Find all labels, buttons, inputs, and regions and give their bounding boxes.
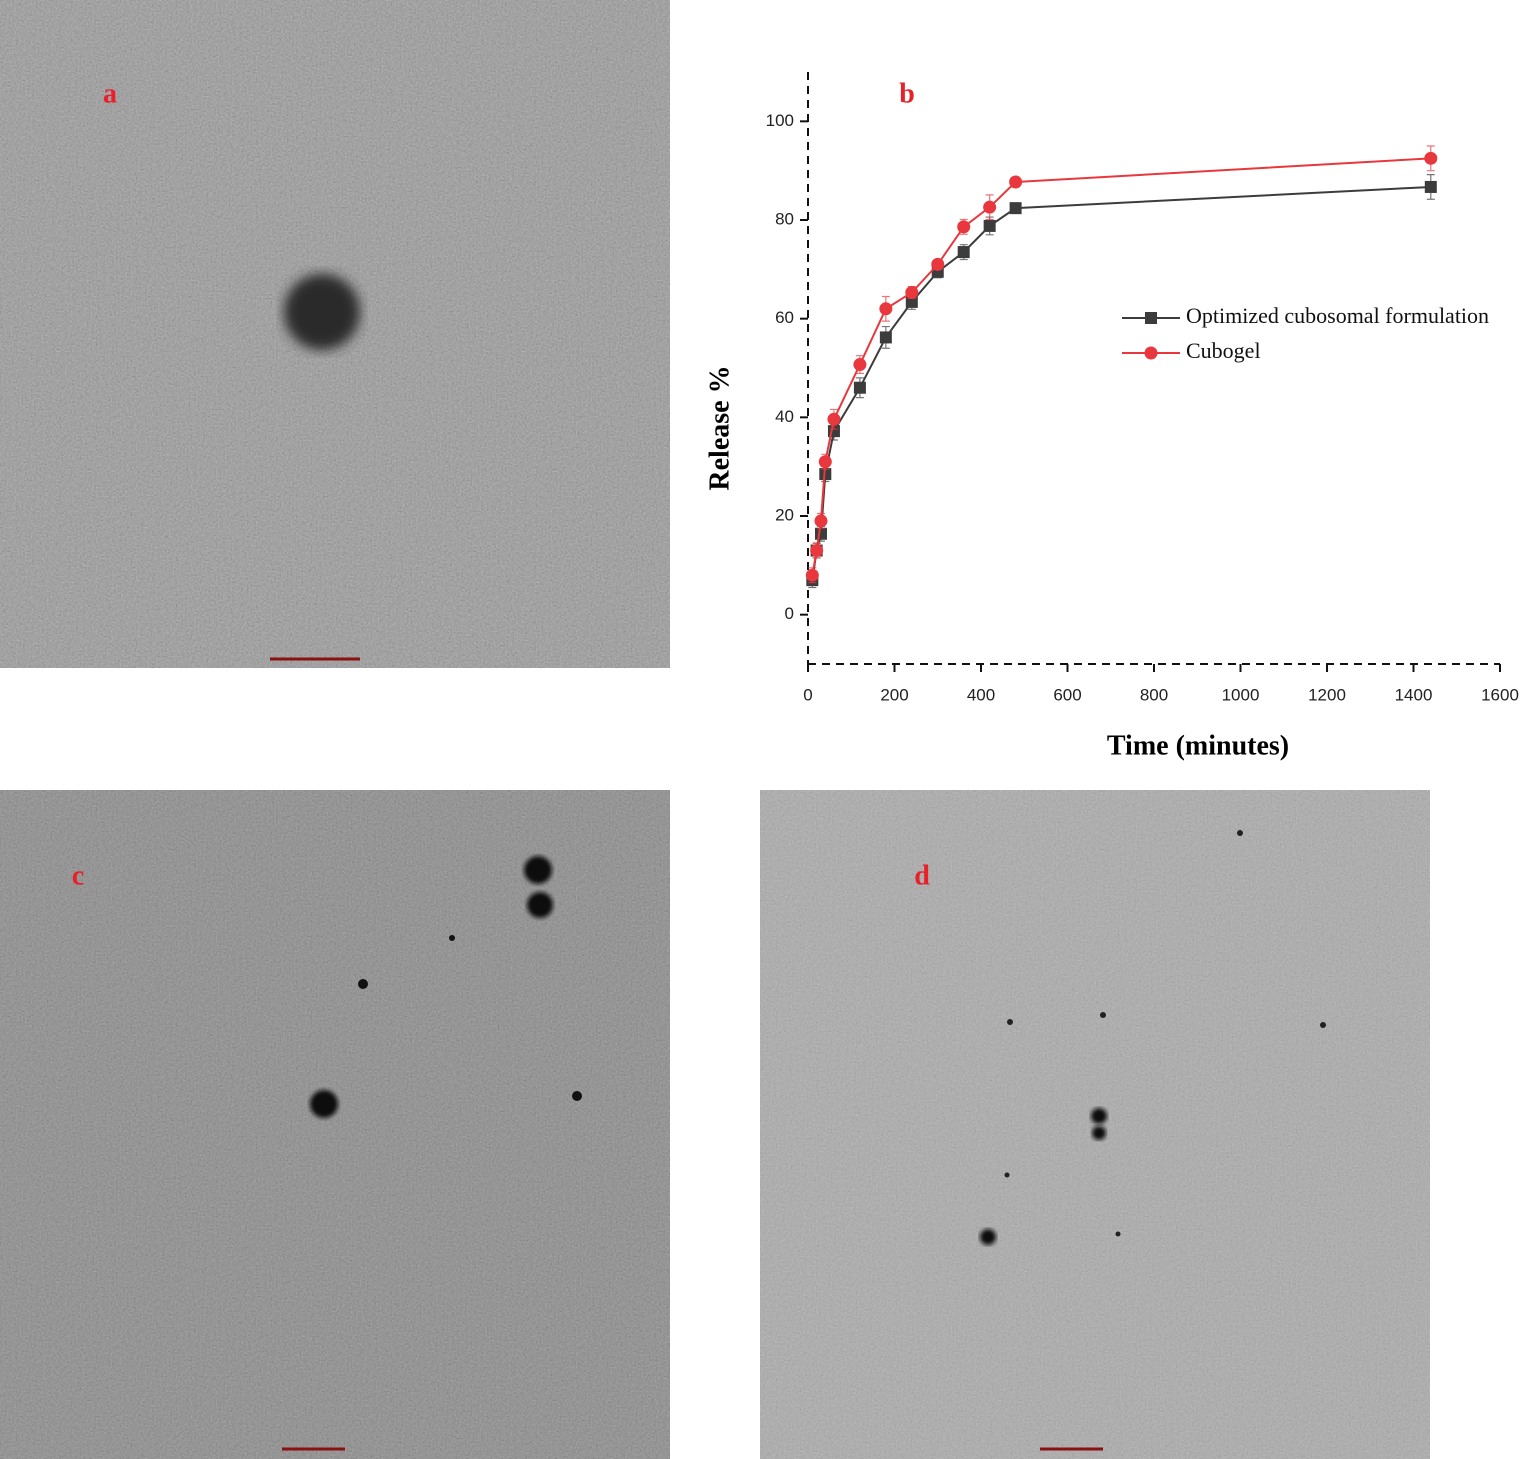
data-point	[983, 200, 997, 214]
y-tick-label: 20	[775, 505, 794, 524]
y-tick-label: 80	[775, 209, 794, 228]
data-point	[818, 455, 832, 469]
data-point	[805, 568, 819, 582]
legend-marker	[1145, 312, 1157, 324]
panel-label: b	[899, 78, 915, 109]
data-point	[1424, 180, 1437, 193]
data-point	[879, 331, 892, 344]
x-tick-label: 1400	[1395, 685, 1433, 704]
tem-image-d: d	[760, 790, 1430, 1459]
data-point	[983, 219, 996, 232]
data-point	[957, 220, 971, 234]
legend-marker	[1144, 346, 1158, 360]
y-tick-label: 40	[775, 407, 794, 426]
x-tick-label: 600	[1053, 685, 1081, 704]
data-point	[905, 286, 919, 300]
y-axis-label: Release %	[704, 365, 735, 490]
x-tick-label: 200	[880, 685, 908, 704]
data-point	[879, 302, 893, 316]
data-point	[814, 527, 827, 540]
series-line	[811, 185, 1431, 581]
x-tick-label: 1200	[1308, 685, 1346, 704]
panel-label: a	[103, 78, 117, 109]
data-point	[931, 257, 945, 271]
data-point	[827, 412, 841, 426]
data-point	[1009, 202, 1022, 215]
legend-label: Optimized cubosomal formulation	[1186, 303, 1489, 328]
data-point	[853, 381, 866, 394]
x-tick-label: 0	[803, 685, 812, 704]
x-axis-label: Time (minutes)	[1107, 730, 1289, 761]
series-line	[811, 157, 1431, 576]
x-tick-label: 400	[967, 685, 995, 704]
y-tick-label: 100	[766, 111, 794, 130]
panel-label: d	[914, 860, 930, 891]
data-point	[1009, 175, 1023, 189]
legend-label: Cubogel	[1186, 338, 1261, 363]
x-tick-label: 800	[1140, 685, 1168, 704]
data-point	[1424, 151, 1438, 165]
y-tick-label: 0	[785, 604, 794, 623]
x-tick-label: 1600	[1481, 685, 1519, 704]
panel-label: c	[72, 860, 84, 891]
tem-image-a: a	[0, 0, 670, 668]
data-point	[814, 514, 828, 528]
x-tick-label: 1000	[1222, 685, 1260, 704]
tem-image-c: c	[0, 790, 670, 1459]
data-point	[957, 246, 970, 259]
data-point	[810, 544, 824, 558]
y-tick-label: 60	[775, 308, 794, 327]
data-point	[853, 358, 867, 372]
